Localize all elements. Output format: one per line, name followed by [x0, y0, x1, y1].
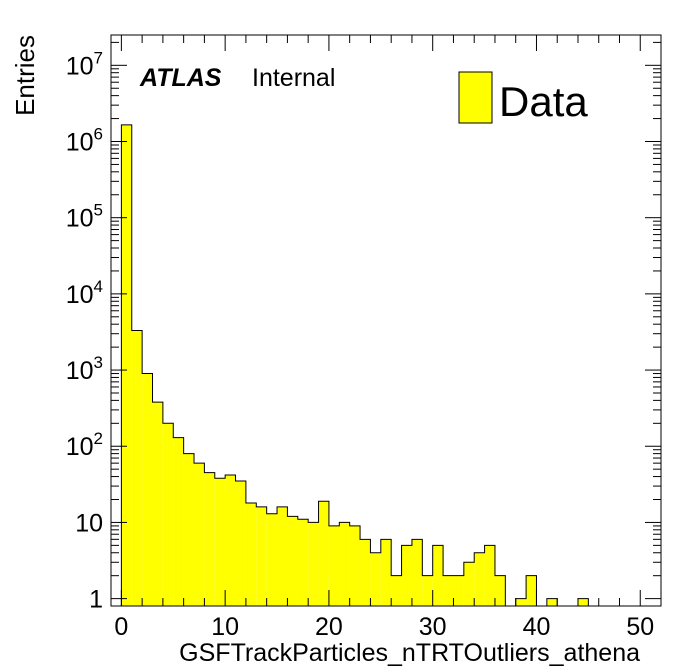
histogram-bar: [194, 463, 205, 606]
atlas-status-label: Internal: [252, 64, 335, 92]
y-tick-label: 105: [66, 201, 103, 233]
histogram-bar: [162, 423, 174, 606]
histogram-bar: [546, 598, 558, 606]
histogram-bar: [443, 575, 454, 606]
histogram-bar: [328, 525, 340, 606]
histogram-bar: [121, 124, 132, 606]
histogram-bar: [277, 506, 288, 606]
axis-ticks: [111, 35, 661, 606]
histogram-bar: [152, 402, 163, 606]
histogram-bar: [484, 545, 495, 606]
histogram-bar: [432, 545, 444, 606]
y-tick-label: 103: [66, 353, 103, 385]
histogram-bar: [577, 598, 589, 606]
histogram-bar: [204, 472, 215, 606]
x-tick-label: 10: [211, 613, 239, 641]
histogram-bar: [360, 539, 371, 606]
x-tick-label: 30: [419, 613, 447, 641]
y-tick-labels: 1 10 102 103 104 105 106 107: [66, 48, 103, 613]
histogram-bar: [339, 522, 350, 606]
y-tick-label: 10: [75, 509, 103, 537]
histogram-bar: [235, 480, 246, 606]
histogram-bar: [142, 373, 153, 606]
x-tick-label: 0: [114, 613, 128, 641]
histogram-bar: [173, 437, 184, 606]
y-axis-label: Entries: [10, 35, 40, 116]
histogram-bar: [411, 539, 423, 606]
plot-frame: [110, 34, 662, 607]
histogram-bars: [111, 124, 661, 607]
histogram-bar: [380, 539, 392, 606]
atlas-label: ATLAS Internal: [139, 64, 335, 92]
histogram-bar: [463, 562, 475, 606]
legend: Data: [458, 71, 588, 125]
histogram-bar: [245, 502, 257, 606]
atlas-experiment-label: ATLAS: [139, 64, 222, 92]
histogram-bar: [256, 506, 267, 606]
legend-swatch-data: [458, 71, 493, 124]
y-tick-label: 1: [89, 586, 103, 614]
histogram-bar: [225, 474, 236, 606]
legend-label-data: Data: [499, 78, 588, 125]
histogram-bar: [494, 575, 506, 606]
histogram-bar: [131, 330, 143, 606]
histogram-bar: [297, 519, 309, 606]
histogram-bar: [349, 525, 361, 606]
histogram-bar: [183, 453, 195, 606]
histogram-bar: [214, 478, 226, 606]
y-tick-label: 106: [66, 125, 103, 157]
histogram-bar: [287, 516, 298, 606]
y-tick-label: 104: [66, 277, 103, 309]
x-tick-label: 50: [626, 613, 654, 641]
histogram-bar: [515, 598, 527, 606]
histogram-bar: [526, 575, 537, 606]
x-tick-label: 40: [523, 613, 551, 641]
x-tick-label: 20: [315, 613, 343, 641]
y-tick-label: 102: [66, 429, 103, 461]
histogram-bar: [474, 552, 485, 606]
histogram-bar: [266, 513, 278, 606]
histogram-bar: [318, 501, 329, 606]
histogram-bar: [391, 575, 402, 606]
x-axis-label: GSFTrackParticles_nTRTOutliers_athena: [179, 639, 640, 667]
x-tick-labels: 0 10 20 30 40 50: [114, 613, 654, 641]
histogram-bar: [422, 575, 433, 606]
histogram-bar: [401, 545, 412, 606]
histogram-bar: [370, 552, 381, 606]
histogram-bar: [308, 522, 319, 606]
y-tick-label: 107: [66, 48, 103, 80]
histogram-bar: [453, 575, 464, 606]
